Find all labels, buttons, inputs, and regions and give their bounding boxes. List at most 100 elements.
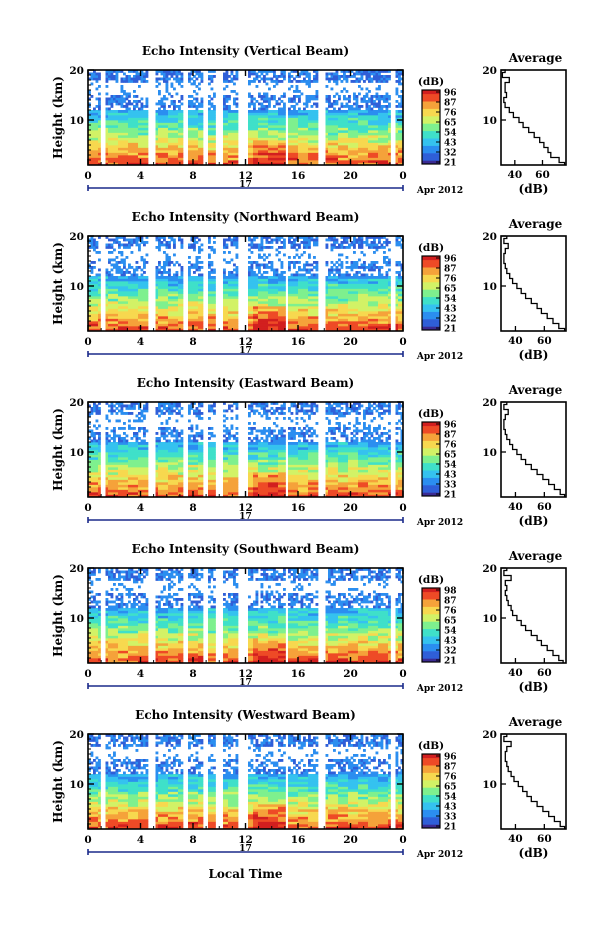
average-profile: Average 10 20 40 60(dB) bbox=[482, 383, 567, 528]
colorbar-tick-label: 76 bbox=[444, 773, 457, 783]
y-tick-label: 20 bbox=[69, 397, 84, 409]
colorbar-tick-label: 65 bbox=[444, 783, 457, 793]
avg-y-tick-label: 20 bbox=[482, 231, 497, 243]
x-tick-label: 12 bbox=[238, 336, 253, 348]
colorbar-swatch bbox=[422, 160, 440, 163]
colorbar-tick-label: 54 bbox=[444, 461, 457, 471]
colorbar-frame bbox=[421, 421, 441, 497]
colorbar-swatch bbox=[422, 309, 440, 312]
y-axis-label: Height (km) bbox=[51, 408, 65, 491]
colorbar-tick-label: 87 bbox=[444, 99, 457, 109]
colorbar-swatch bbox=[422, 263, 440, 266]
colorbar-swatch bbox=[422, 789, 440, 792]
average-profile: Average 10 20 40 60(dB) bbox=[482, 715, 567, 860]
x-tick-label: 0 bbox=[84, 502, 91, 514]
colorbar-swatch bbox=[422, 608, 440, 611]
x-tick-label: 8 bbox=[189, 502, 196, 514]
colorbar-swatch bbox=[422, 278, 440, 281]
colorbar-swatch bbox=[422, 427, 440, 430]
colorbar-swatch bbox=[422, 134, 440, 137]
colorbar-swatch bbox=[422, 772, 440, 775]
colorbar-swatch bbox=[422, 766, 440, 770]
heatmap-westward bbox=[88, 734, 404, 830]
colorbar-swatch bbox=[422, 128, 440, 132]
y-axis-label: Height (km) bbox=[51, 574, 65, 657]
avg-y-tick-label: 10 bbox=[482, 779, 497, 791]
x-tick-label: 20 bbox=[343, 834, 358, 846]
colorbar-tick-label: 33 bbox=[444, 813, 457, 823]
colorbar-swatch bbox=[422, 803, 440, 807]
colorbar-swatch bbox=[422, 477, 440, 480]
colorbar-swatch bbox=[422, 307, 440, 311]
colorbar-swatch bbox=[422, 783, 440, 786]
colorbar-swatch bbox=[422, 442, 440, 445]
colorbar-swatch bbox=[422, 139, 440, 143]
colorbar-label: (dB) bbox=[418, 242, 444, 254]
colorbar-swatch bbox=[422, 781, 440, 784]
day-label: 17 bbox=[239, 678, 252, 688]
avg-y-tick-label: 20 bbox=[482, 729, 497, 741]
colorbar-swatch bbox=[422, 757, 440, 760]
colorbar-swatch bbox=[422, 154, 440, 157]
colorbar-swatch bbox=[422, 423, 440, 427]
x-tick-label: 16 bbox=[291, 668, 306, 680]
avg-x-tick-label: 40 bbox=[508, 169, 523, 181]
colorbar-swatch bbox=[422, 449, 440, 452]
colorbar-swatch bbox=[422, 612, 440, 615]
colorbar-swatch bbox=[422, 280, 440, 283]
colorbar-swatch bbox=[422, 796, 440, 799]
y-tick-label: 20 bbox=[69, 563, 84, 575]
heatmap-vertical bbox=[88, 70, 404, 166]
colorbar-swatch bbox=[422, 460, 440, 464]
date-label: Apr 2012 bbox=[416, 684, 463, 694]
average-frame bbox=[500, 567, 567, 664]
colorbar-swatch bbox=[422, 650, 440, 654]
colorbar-swatch bbox=[422, 110, 440, 113]
colorbar-swatch bbox=[422, 130, 440, 133]
colorbar-tick-label: 65 bbox=[444, 617, 457, 627]
colorbar-swatch bbox=[422, 313, 440, 316]
x-tick-label: 16 bbox=[291, 834, 306, 846]
panel-title: Echo Intensity (Vertical Beam) bbox=[142, 44, 349, 58]
avg-x-tick-label: 40 bbox=[508, 335, 523, 347]
colorbar-swatch bbox=[422, 315, 440, 318]
colorbar-swatch bbox=[422, 256, 440, 259]
colorbar-swatch bbox=[422, 125, 440, 128]
colorbar-tick-label: 33 bbox=[444, 481, 457, 491]
x-tick-label: 4 bbox=[137, 170, 144, 182]
date-label: Apr 2012 bbox=[416, 850, 463, 860]
avg-y-tick-label: 10 bbox=[482, 447, 497, 459]
x-tick-label: 12 bbox=[238, 170, 253, 182]
colorbar-swatch bbox=[422, 637, 440, 641]
colorbar-swatch bbox=[422, 268, 440, 272]
colorbar-swatch bbox=[422, 444, 440, 447]
colorbar-tick-label: 54 bbox=[444, 793, 457, 803]
heatmap-northward bbox=[88, 236, 404, 332]
colorbar-swatch bbox=[422, 143, 440, 146]
colorbar-swatch bbox=[422, 431, 440, 434]
average-profile-line bbox=[503, 236, 566, 331]
panel-vertical: Echo Intensity (Vertical Beam) 10 20 Height… bbox=[51, 44, 567, 196]
colorbar-swatch bbox=[422, 615, 440, 618]
colorbar-swatch bbox=[422, 138, 440, 141]
colorbar-swatch bbox=[422, 270, 440, 274]
colorbar-label: (dB) bbox=[418, 408, 444, 420]
colorbar-swatch bbox=[422, 658, 440, 661]
colorbar-tick-label: 87 bbox=[444, 763, 457, 773]
y-axis-label: Height (km) bbox=[51, 76, 65, 159]
colorbar-swatch bbox=[422, 93, 440, 96]
colorbar-swatch bbox=[422, 636, 440, 639]
x-tick-label: 0 bbox=[399, 668, 406, 680]
x-tick-label: 0 bbox=[84, 170, 91, 182]
x-tick-label: 0 bbox=[84, 336, 91, 348]
colorbar-swatch bbox=[422, 660, 440, 663]
x-tick-label: 4 bbox=[137, 668, 144, 680]
colorbar-tick-label: 32 bbox=[444, 315, 457, 325]
colorbar-swatch bbox=[422, 162, 440, 165]
day-label: 17 bbox=[239, 844, 252, 854]
colorbar-tick-label: 87 bbox=[444, 597, 457, 607]
colorbar-tick-label: 21 bbox=[444, 325, 457, 335]
colorbar-swatch bbox=[422, 447, 440, 451]
colorbar-swatch bbox=[422, 630, 440, 633]
